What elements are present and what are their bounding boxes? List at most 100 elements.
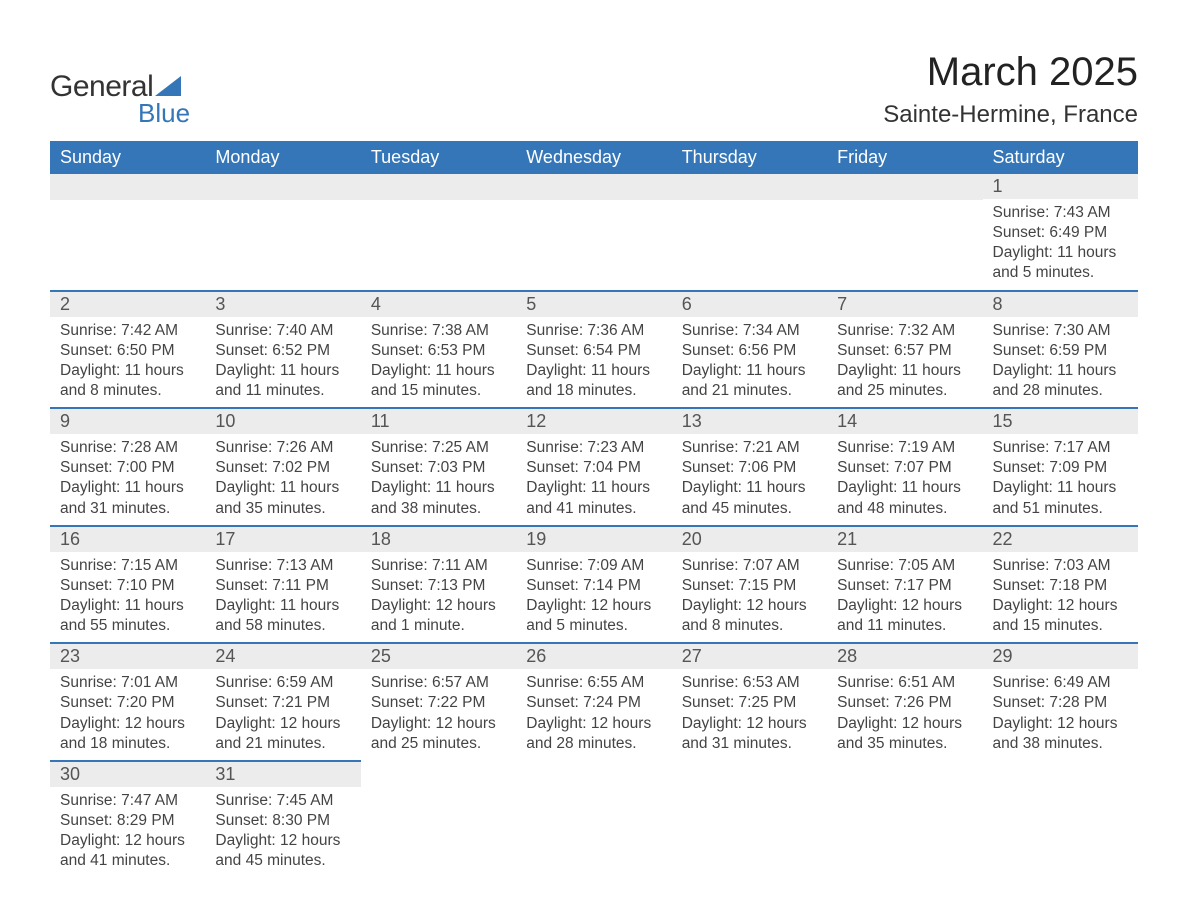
day-d2: and 38 minutes. (993, 734, 1128, 754)
header: General Blue March 2025 Sainte-Hermine, … (50, 50, 1138, 129)
day-number: 25 (361, 644, 516, 669)
weekday-header: Thursday (672, 141, 827, 174)
day-ss: Sunset: 7:03 PM (371, 458, 506, 478)
calendar-day: 11Sunrise: 7:25 AMSunset: 7:03 PMDayligh… (361, 408, 516, 526)
day-d2: and 21 minutes. (215, 734, 350, 754)
calendar-day: 8Sunrise: 7:30 AMSunset: 6:59 PMDaylight… (983, 291, 1138, 409)
weekday-header: Tuesday (361, 141, 516, 174)
calendar-day: 15Sunrise: 7:17 AMSunset: 7:09 PMDayligh… (983, 408, 1138, 526)
day-d2: and 45 minutes. (215, 851, 350, 871)
day-d2: and 8 minutes. (682, 616, 817, 636)
day-body: Sunrise: 7:05 AMSunset: 7:17 PMDaylight:… (827, 552, 982, 643)
day-sr: Sunrise: 7:47 AM (60, 791, 195, 811)
day-body: Sunrise: 7:28 AMSunset: 7:00 PMDaylight:… (50, 434, 205, 525)
weekday-header: Friday (827, 141, 982, 174)
day-ss: Sunset: 7:13 PM (371, 576, 506, 596)
calendar-day: 12Sunrise: 7:23 AMSunset: 7:04 PMDayligh… (516, 408, 671, 526)
day-d2: and 11 minutes. (837, 616, 972, 636)
day-d1: Daylight: 12 hours (682, 714, 817, 734)
day-d1: Daylight: 11 hours (60, 478, 195, 498)
day-sr: Sunrise: 7:21 AM (682, 438, 817, 458)
day-d2: and 8 minutes. (60, 381, 195, 401)
day-number: 17 (205, 527, 360, 552)
day-d2: and 25 minutes. (371, 734, 506, 754)
calendar-day-empty (983, 761, 1138, 878)
day-number: 31 (205, 762, 360, 787)
day-sr: Sunrise: 7:01 AM (60, 673, 195, 693)
day-ss: Sunset: 7:24 PM (526, 693, 661, 713)
day-body: Sunrise: 7:38 AMSunset: 6:53 PMDaylight:… (361, 317, 516, 408)
day-sr: Sunrise: 7:09 AM (526, 556, 661, 576)
day-d1: Daylight: 11 hours (526, 478, 661, 498)
day-d2: and 35 minutes. (837, 734, 972, 754)
day-ss: Sunset: 7:07 PM (837, 458, 972, 478)
day-ss: Sunset: 6:59 PM (993, 341, 1128, 361)
day-sr: Sunrise: 7:34 AM (682, 321, 817, 341)
day-number: 15 (983, 409, 1138, 434)
day-body: Sunrise: 6:55 AMSunset: 7:24 PMDaylight:… (516, 669, 671, 760)
calendar-day: 10Sunrise: 7:26 AMSunset: 7:02 PMDayligh… (205, 408, 360, 526)
day-number: 14 (827, 409, 982, 434)
day-d1: Daylight: 11 hours (526, 361, 661, 381)
calendar-week: 9Sunrise: 7:28 AMSunset: 7:00 PMDaylight… (50, 408, 1138, 526)
day-ss: Sunset: 6:53 PM (371, 341, 506, 361)
day-body: Sunrise: 6:57 AMSunset: 7:22 PMDaylight:… (361, 669, 516, 760)
day-d1: Daylight: 11 hours (993, 361, 1128, 381)
calendar-day-empty (361, 174, 516, 291)
day-body-empty (50, 200, 205, 270)
day-body: Sunrise: 7:17 AMSunset: 7:09 PMDaylight:… (983, 434, 1138, 525)
day-d1: Daylight: 11 hours (215, 478, 350, 498)
day-ss: Sunset: 7:14 PM (526, 576, 661, 596)
day-body: Sunrise: 6:53 AMSunset: 7:25 PMDaylight:… (672, 669, 827, 760)
title-block: March 2025 Sainte-Hermine, France (883, 50, 1138, 129)
day-ss: Sunset: 6:52 PM (215, 341, 350, 361)
day-body: Sunrise: 7:30 AMSunset: 6:59 PMDaylight:… (983, 317, 1138, 408)
day-ss: Sunset: 7:26 PM (837, 693, 972, 713)
day-body: Sunrise: 7:34 AMSunset: 6:56 PMDaylight:… (672, 317, 827, 408)
day-d2: and 41 minutes. (60, 851, 195, 871)
day-body: Sunrise: 7:45 AMSunset: 8:30 PMDaylight:… (205, 787, 360, 878)
day-d2: and 51 minutes. (993, 499, 1128, 519)
day-body: Sunrise: 7:21 AMSunset: 7:06 PMDaylight:… (672, 434, 827, 525)
weekday-header: Saturday (983, 141, 1138, 174)
calendar-day: 14Sunrise: 7:19 AMSunset: 7:07 PMDayligh… (827, 408, 982, 526)
day-d2: and 18 minutes. (526, 381, 661, 401)
calendar-day: 5Sunrise: 7:36 AMSunset: 6:54 PMDaylight… (516, 291, 671, 409)
calendar-day: 30Sunrise: 7:47 AMSunset: 8:29 PMDayligh… (50, 761, 205, 878)
day-d2: and 55 minutes. (60, 616, 195, 636)
day-d2: and 31 minutes. (682, 734, 817, 754)
day-number: 13 (672, 409, 827, 434)
day-sr: Sunrise: 6:51 AM (837, 673, 972, 693)
day-body-empty (516, 200, 671, 270)
calendar-week: 23Sunrise: 7:01 AMSunset: 7:20 PMDayligh… (50, 643, 1138, 761)
day-d1: Daylight: 11 hours (837, 361, 972, 381)
calendar-week: 2Sunrise: 7:42 AMSunset: 6:50 PMDaylight… (50, 291, 1138, 409)
day-d1: Daylight: 11 hours (215, 361, 350, 381)
day-d1: Daylight: 12 hours (993, 596, 1128, 616)
calendar-day: 4Sunrise: 7:38 AMSunset: 6:53 PMDaylight… (361, 291, 516, 409)
calendar-day: 21Sunrise: 7:05 AMSunset: 7:17 PMDayligh… (827, 526, 982, 644)
day-body: Sunrise: 7:09 AMSunset: 7:14 PMDaylight:… (516, 552, 671, 643)
day-d1: Daylight: 11 hours (993, 243, 1128, 263)
day-sr: Sunrise: 6:57 AM (371, 673, 506, 693)
day-number: 9 (50, 409, 205, 434)
day-sr: Sunrise: 7:45 AM (215, 791, 350, 811)
weekday-header: Wednesday (516, 141, 671, 174)
day-number-empty (827, 174, 982, 200)
day-body-empty (827, 200, 982, 270)
day-number-empty (361, 174, 516, 200)
day-body: Sunrise: 7:36 AMSunset: 6:54 PMDaylight:… (516, 317, 671, 408)
day-number-empty (516, 174, 671, 200)
day-number: 20 (672, 527, 827, 552)
day-d1: Daylight: 11 hours (682, 361, 817, 381)
day-ss: Sunset: 7:15 PM (682, 576, 817, 596)
day-body: Sunrise: 7:23 AMSunset: 7:04 PMDaylight:… (516, 434, 671, 525)
day-body: Sunrise: 7:15 AMSunset: 7:10 PMDaylight:… (50, 552, 205, 643)
calendar-day: 7Sunrise: 7:32 AMSunset: 6:57 PMDaylight… (827, 291, 982, 409)
day-d1: Daylight: 12 hours (837, 714, 972, 734)
day-number: 4 (361, 292, 516, 317)
day-body-empty (672, 200, 827, 270)
day-sr: Sunrise: 7:07 AM (682, 556, 817, 576)
calendar-day: 20Sunrise: 7:07 AMSunset: 7:15 PMDayligh… (672, 526, 827, 644)
day-number: 10 (205, 409, 360, 434)
